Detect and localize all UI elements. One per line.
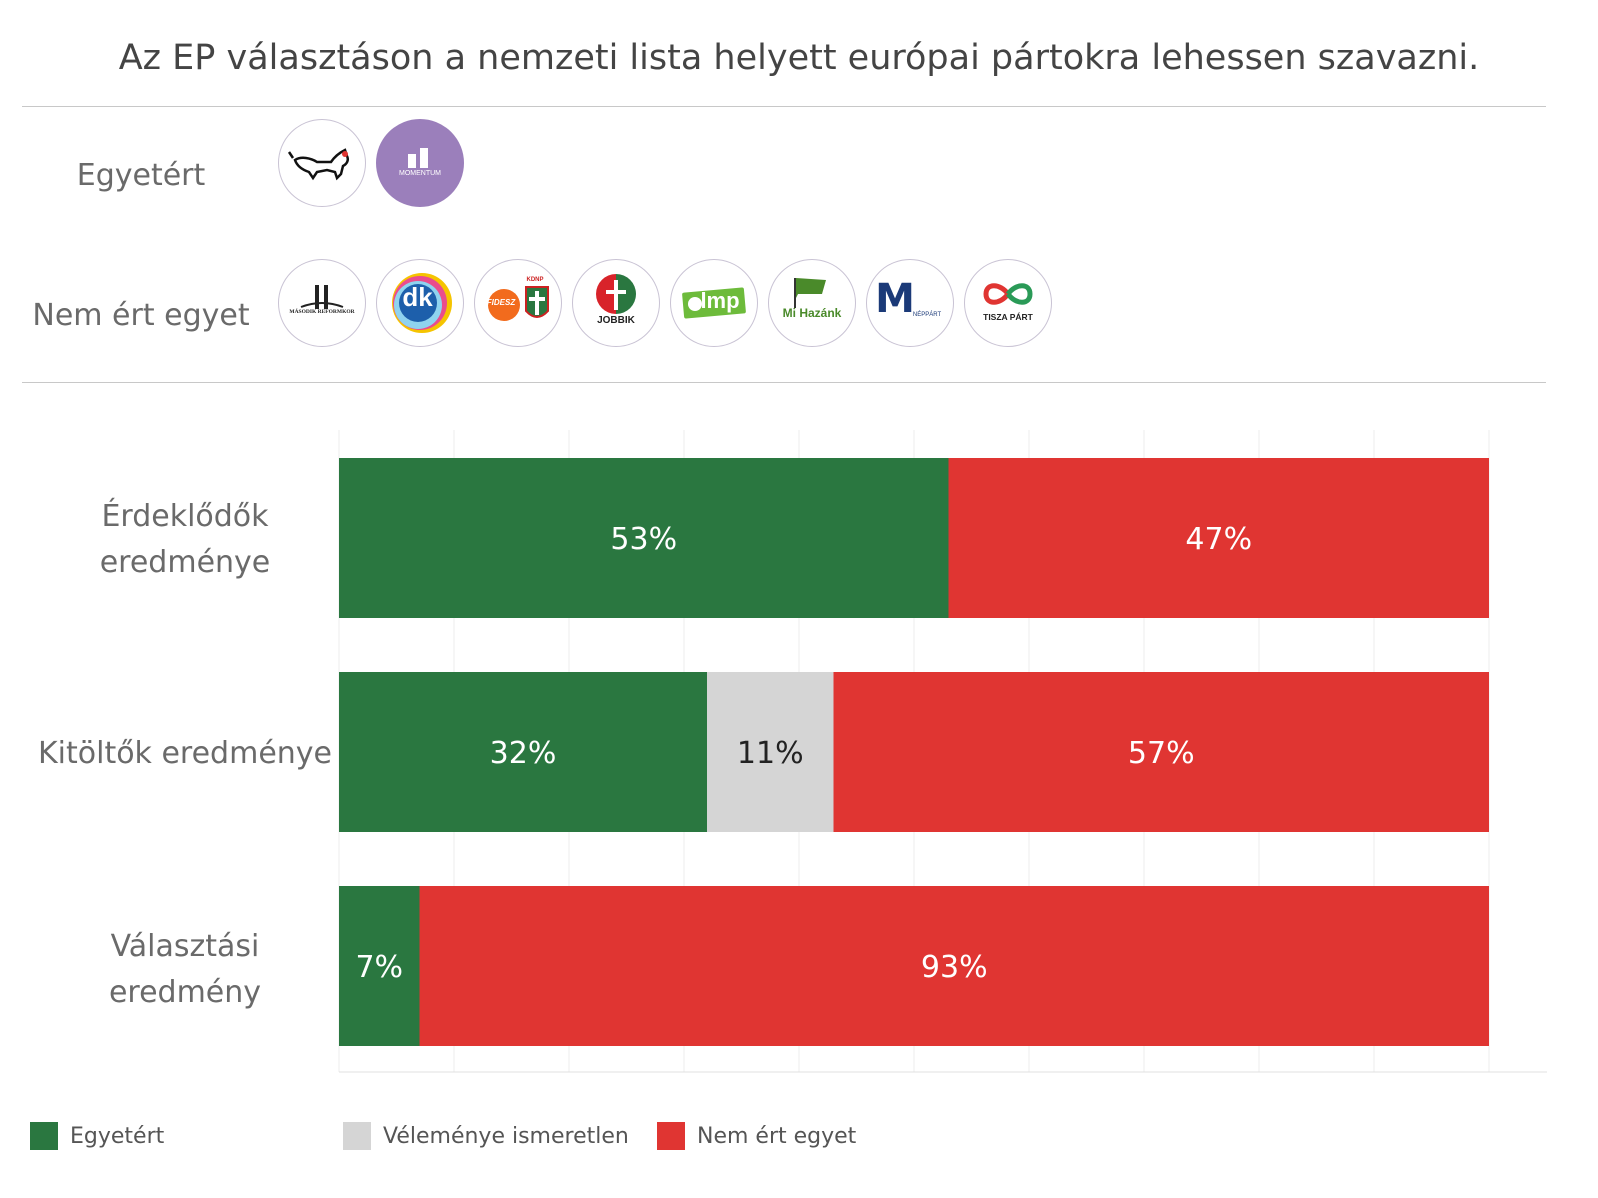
disagree-parties-logos: MÁSODIK REFORMKOR dk FIDESZ KDNP JOBBIK <box>278 259 1052 347</box>
mkkp-dog-logo-icon <box>278 119 366 207</box>
category-label-kitoltok: Kitöltők eredménye <box>37 736 333 771</box>
momentum-logo-icon: MOMENTUM <box>376 119 464 207</box>
masodik-reformkor-logo-icon: MÁSODIK REFORMKOR <box>278 259 366 347</box>
bar-segment-ismeretlen <box>707 672 834 832</box>
legend-label-velemenye-ismeretlen: Véleménye ismeretlen <box>383 1123 629 1149</box>
dk-logo-text: dk <box>402 282 433 312</box>
header-divider <box>22 106 1546 107</box>
bar-data-label: 11% <box>737 736 804 771</box>
mmn-logo-icon: M NÉPPÁRT <box>866 259 954 347</box>
bar-data-label: 57% <box>1128 736 1195 771</box>
mmn-logo-text: NÉPPÁRT <box>912 312 942 318</box>
chart-title: Az EP választáson a nemzeti lista helyet… <box>118 38 1480 78</box>
tisza-logo-icon: TISZA PÁRT <box>964 259 1052 347</box>
kdnp-logo-text: KDNP <box>526 277 544 283</box>
agree-parties-logos: MOMENTUM <box>278 119 464 207</box>
legend-swatch-nem-ert-egyet <box>657 1122 685 1150</box>
mmn-logo-letter: M <box>875 276 915 322</box>
jobbik-logo-icon: JOBBIK <box>572 259 660 347</box>
legend-swatch-egyetert <box>30 1122 58 1150</box>
bar-data-label: 32% <box>490 736 557 771</box>
legend-label-nem-ert-egyet: Nem ért egyet <box>697 1123 857 1149</box>
category-label-valasztasi: Választási eredmény <box>108 929 262 1010</box>
momentum-logo-text: MOMENTUM <box>399 170 441 177</box>
mi-hazank-logo-icon: Mi Hazánk <box>768 259 856 347</box>
mi-hazank-logo-text: Mi Hazánk <box>782 306 842 320</box>
disagree-parties-label: Nem ért egyet <box>32 298 250 333</box>
parties-divider <box>22 382 1546 383</box>
lmp-logo-text: lmp <box>700 288 740 313</box>
dk-logo-icon: dk <box>376 259 464 347</box>
bar-segment-nem-ert-egyet <box>948 458 1489 618</box>
legend-item-egyetert: Egyetért <box>30 1122 164 1150</box>
legend-item-nem-ert-egyet: Nem ért egyet <box>657 1122 856 1150</box>
bar-segment-egyetert <box>339 458 949 618</box>
bar-data-label: 93% <box>921 950 988 985</box>
fidesz-logo-text: FIDESZ <box>486 298 516 307</box>
tisza-logo-text: TISZA PÁRT <box>983 312 1033 322</box>
fidesz-kdnp-logo-icon: FIDESZ KDNP <box>474 259 562 347</box>
bar-segment-nem-ert-egyet <box>833 672 1489 832</box>
bar-data-label: 7% <box>355 950 403 985</box>
bar-segment-nem-ert-egyet <box>419 886 1489 1046</box>
lmp-logo-icon: lmp <box>670 259 758 347</box>
masodik-reformkor-logo-text: MÁSODIK REFORMKOR <box>289 309 355 315</box>
jobbik-logo-text: JOBBIK <box>597 315 635 326</box>
bar-segment-egyetert <box>339 672 707 832</box>
legend-label-egyetert: Egyetért <box>70 1123 165 1149</box>
agree-parties-label: Egyetért <box>76 158 206 193</box>
bar-segment-egyetert <box>339 886 420 1046</box>
category-label-erdeklodok: Érdeklődők eredménye <box>99 499 271 580</box>
legend-item-velemenye-ismeretlen: Véleménye ismeretlen <box>343 1122 629 1150</box>
legend-swatch-velemenye-ismeretlen <box>343 1122 371 1150</box>
bar-data-label: 47% <box>1185 522 1252 557</box>
bar-data-label: 53% <box>610 522 677 557</box>
